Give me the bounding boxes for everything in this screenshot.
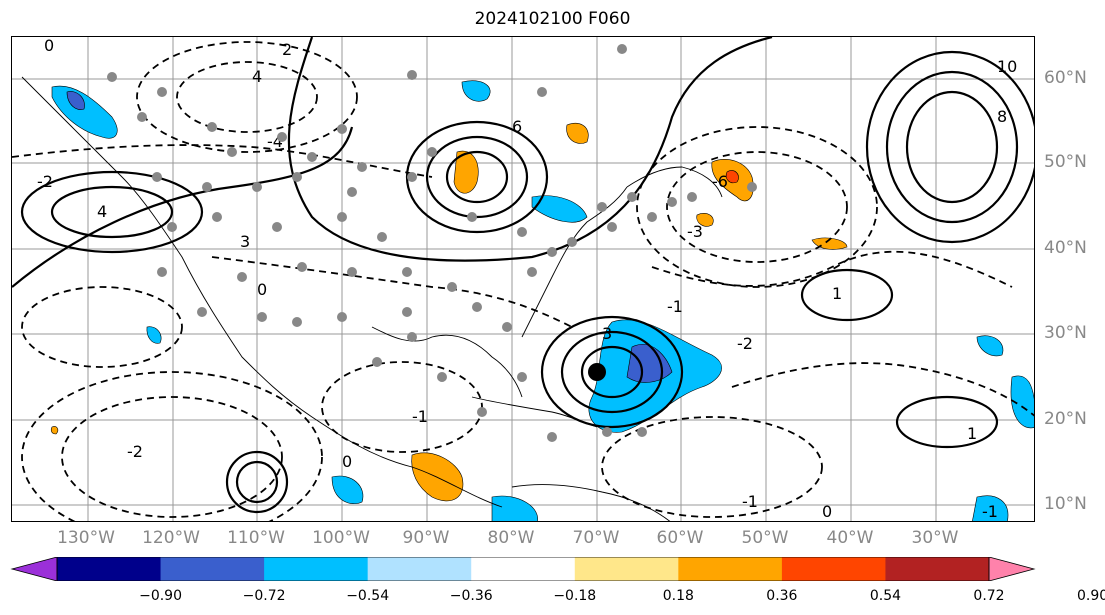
lat-label: 10°N: [1044, 494, 1087, 514]
lon-label: 50°W: [741, 528, 789, 548]
contour-label: -1: [412, 407, 428, 426]
lon-label: 120°W: [142, 528, 200, 548]
contour-label: -1: [667, 297, 683, 316]
contour-label: -6: [712, 172, 728, 191]
contour-label: 10: [997, 57, 1017, 76]
colorbar-tick-label: 0.36: [766, 588, 798, 604]
colorbar-segment: [885, 557, 990, 581]
contour-label: 0: [257, 280, 267, 299]
colorbar-segment: [678, 557, 783, 581]
lon-label: 100°W: [312, 528, 370, 548]
lat-label: 20°N: [1044, 409, 1087, 429]
colorbar-tick-label: −0.18: [553, 588, 597, 604]
contour-label: 0: [342, 452, 352, 471]
lon-label: 30°W: [911, 528, 959, 548]
contours: [12, 37, 1034, 521]
colorbar-right-arrow: [988, 557, 1036, 581]
lat-label: 40°N: [1044, 238, 1087, 258]
coastlines: [21, 76, 723, 521]
lon-label: 110°W: [227, 528, 285, 548]
lon-label: 130°W: [57, 528, 115, 548]
lon-label: 80°W: [487, 528, 535, 548]
colorbar-tick-label: −0.90: [139, 588, 182, 604]
weather-map: 0 2 4 6 -2 -4 3 -3 -1 1 8 10 -6 -2 0 -2 …: [11, 36, 1035, 522]
colorbar-tick-label: 0.90: [1076, 588, 1105, 604]
colorbar-tick-label: 0.72: [973, 588, 1005, 604]
colorbar-tick-label: 0.54: [869, 588, 902, 604]
contour-label: -3: [687, 222, 703, 241]
lat-label: 60°N: [1044, 68, 1087, 88]
colorbar-segment: [367, 557, 472, 581]
lat-label: 30°N: [1044, 323, 1087, 343]
contour-label: -2: [737, 334, 753, 353]
contour-label: 2: [282, 40, 292, 59]
contour-label: 6: [512, 117, 522, 136]
map-title: 2024102100 F060: [474, 9, 631, 29]
lat-label: 50°N: [1044, 152, 1087, 172]
colorbar-segment: [160, 557, 265, 581]
storm-center-marker: [588, 363, 606, 381]
lon-label: 90°W: [402, 528, 450, 548]
lon-label: 70°W: [572, 528, 620, 548]
map-canvas: 0 2 4 6 -2 -4 3 -3 -1 1 8 10 -6 -2 0 -2 …: [12, 37, 1034, 521]
colorbar-tick-label: −0.72: [242, 588, 286, 604]
contour-label: 0: [44, 37, 54, 55]
colorbar-segment: [471, 557, 576, 581]
colorbar-segment: [57, 557, 162, 581]
contour-label: 1: [832, 284, 842, 303]
contour-label: -2: [127, 442, 143, 461]
lon-label: 60°W: [656, 528, 704, 548]
colorbar-segment: [264, 557, 369, 581]
colorbar-tick-label: −0.54: [346, 588, 390, 604]
colorbar-tick-label: −0.36: [449, 588, 493, 604]
colorbar-segment: [574, 557, 679, 581]
colorbar-segment: [781, 557, 886, 581]
lon-label: 40°W: [826, 528, 874, 548]
contour-label: 4: [252, 67, 262, 86]
contour-label: -1: [982, 502, 998, 521]
contour-label: 4: [97, 202, 107, 221]
contour-label: 3: [602, 324, 612, 343]
colorbar: [10, 557, 1036, 581]
contour-labels: 0 2 4 6 -2 -4 3 -3 -1 1 8 10 -6 -2 0 -2 …: [37, 37, 1017, 521]
contour-label: 8: [997, 107, 1007, 126]
colorbar-left-arrow: [10, 557, 58, 581]
contour-label: 3: [240, 232, 250, 251]
contour-label: 0: [822, 502, 832, 521]
contour-label: -2: [37, 172, 53, 191]
colorbar-tick-label: 0.18: [662, 588, 694, 604]
contour-label: -1: [742, 492, 758, 511]
observation-dots: [107, 44, 757, 442]
contour-label: 1: [967, 424, 977, 443]
